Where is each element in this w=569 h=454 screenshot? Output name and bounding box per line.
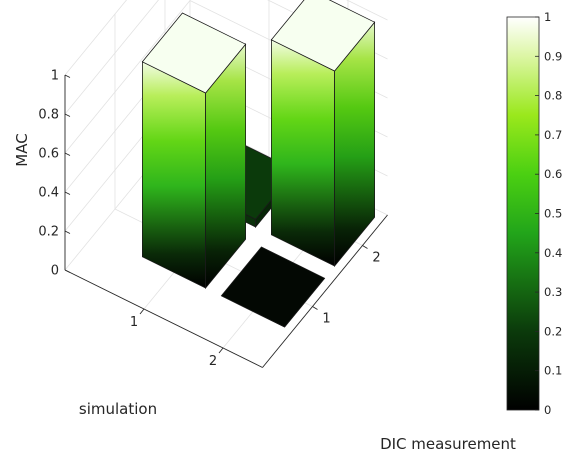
z-tick-label: 0.4 <box>38 186 59 201</box>
z-tick-label: 1 <box>51 69 59 84</box>
bar <box>270 0 376 268</box>
z-tick-mark <box>64 230 71 234</box>
colorbar-tick-label: 1 <box>544 10 551 24</box>
colorbar-gradient <box>506 16 540 411</box>
y-tick-label: 2 <box>209 354 217 369</box>
bar-face-top <box>141 12 247 94</box>
x-tick-mark <box>312 306 318 310</box>
bar <box>141 12 247 290</box>
bar-face-top <box>270 0 376 72</box>
colorbar-tick-label: 0.6 <box>544 167 562 181</box>
colorbar-tick-label: 0.8 <box>544 89 562 103</box>
colorbar-tick-label: 0.7 <box>544 128 562 142</box>
z-tick-mark <box>64 152 71 156</box>
z-tick-label: 0.8 <box>38 108 59 123</box>
z-axis-label: MAC <box>13 133 31 166</box>
z-tick-mark <box>64 74 71 78</box>
grid-line <box>64 0 388 76</box>
bars <box>141 0 376 328</box>
z-tick-label: 0.6 <box>38 147 59 162</box>
z-tick-mark <box>64 269 71 273</box>
colorbar-tick-label: 0.1 <box>544 364 562 378</box>
colorbar-tick-label: 0.3 <box>544 285 562 299</box>
x-tick-mark <box>362 245 368 249</box>
z-tick-label: 0 <box>51 264 59 279</box>
colorbar-tick-label: 0.4 <box>544 246 562 260</box>
colorbar-tick-label: 0.2 <box>544 324 562 338</box>
bar-face-front <box>141 61 207 289</box>
z-tick-mark <box>64 113 71 117</box>
bar-face-front <box>270 39 336 267</box>
x-tick-label: 1 <box>322 312 330 327</box>
colorbar: 0 0.1 0.2 0.3 0.4 0.5 0.6 0.7 0.8 0.9 1 <box>506 10 562 417</box>
y-tick-mark <box>218 347 224 354</box>
colorbar-tick-label: 0.5 <box>544 207 562 221</box>
axis-ticks: 0 0.2 0.4 0.6 0.8 1 1 2 1 2 <box>38 69 380 370</box>
bar <box>220 246 326 328</box>
y-tick-label: 1 <box>130 315 138 330</box>
y-tick-mark <box>139 308 145 315</box>
y-axis-line <box>64 269 263 368</box>
x-axis-line <box>262 214 388 368</box>
z-tick-label: 0.2 <box>38 225 59 240</box>
y-axis-label: simulation <box>79 400 157 418</box>
colorbar-tick-label: 0 <box>544 403 551 417</box>
colorbar-tick-label: 0.9 <box>544 49 562 63</box>
z-tick-mark <box>64 191 71 195</box>
bar-face-top <box>220 246 326 328</box>
x-tick-label: 2 <box>372 251 380 266</box>
x-axis-label: DIC measurement <box>380 435 516 453</box>
